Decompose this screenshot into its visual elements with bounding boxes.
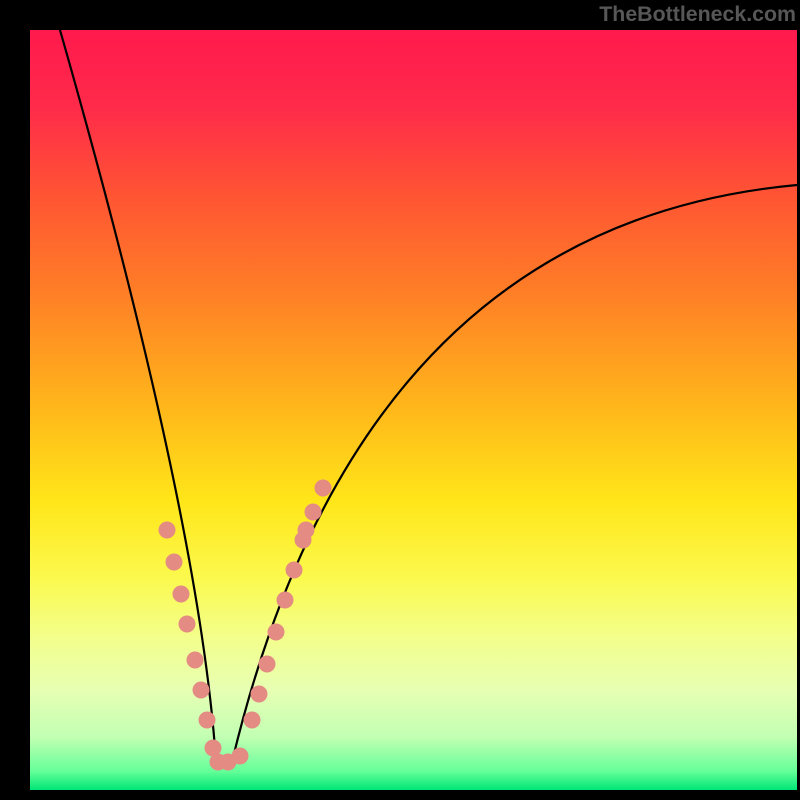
chart-container: TheBottleneck.com xyxy=(0,0,800,800)
gradient-background xyxy=(30,30,797,790)
data-marker xyxy=(179,616,196,633)
bottleneck-chart xyxy=(0,0,800,800)
data-marker xyxy=(305,504,322,521)
data-marker xyxy=(232,748,249,765)
data-marker xyxy=(268,624,285,641)
data-marker xyxy=(277,592,294,609)
data-marker xyxy=(193,682,210,699)
data-marker xyxy=(286,562,303,579)
data-marker xyxy=(259,656,276,673)
data-marker xyxy=(159,522,176,539)
data-marker xyxy=(199,712,216,729)
data-marker xyxy=(244,712,261,729)
data-marker xyxy=(298,522,315,539)
watermark-text: TheBottleneck.com xyxy=(599,2,796,27)
data-marker xyxy=(173,586,190,603)
data-marker xyxy=(251,686,268,703)
data-marker xyxy=(166,554,183,571)
data-marker xyxy=(315,480,332,497)
data-marker xyxy=(187,652,204,669)
